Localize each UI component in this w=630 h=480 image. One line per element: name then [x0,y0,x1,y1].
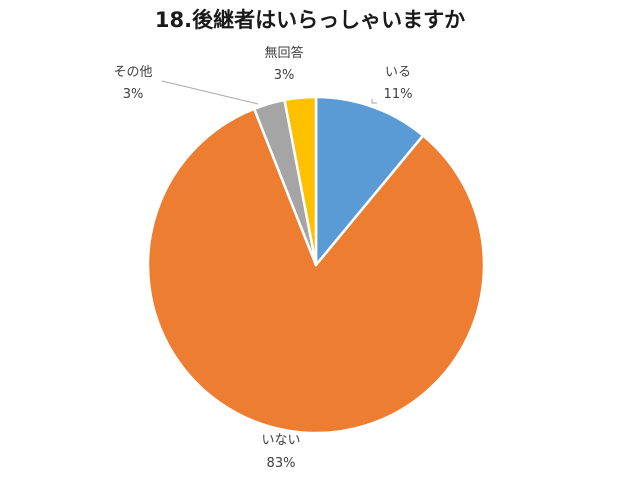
slice-value-label-1: 11% [384,87,413,102]
slice-label-3: その他 [113,65,152,80]
slice-label-1: いる [385,65,411,80]
slice-value-label-4: 3% [274,68,295,83]
leader-line-3 [161,80,259,105]
leader-lines [161,80,377,105]
pie-slices [146,95,486,435]
chart-title: 18.後継者はいらっしゃいますか [155,8,465,32]
slice-value-label-3: 3% [123,87,144,102]
pie-slice-2 [146,107,486,435]
leader-line-1 [371,99,377,104]
slice-label-2: いない [261,433,300,448]
slice-labels: いる 11% いない 83% その他 3% 無回答 3% [113,45,412,471]
pie-slice-1 [314,95,425,267]
pie-slice-4 [283,95,318,267]
slice-label-4: 無回答 [264,45,303,61]
slice-value-label-2: 83% [267,456,296,471]
